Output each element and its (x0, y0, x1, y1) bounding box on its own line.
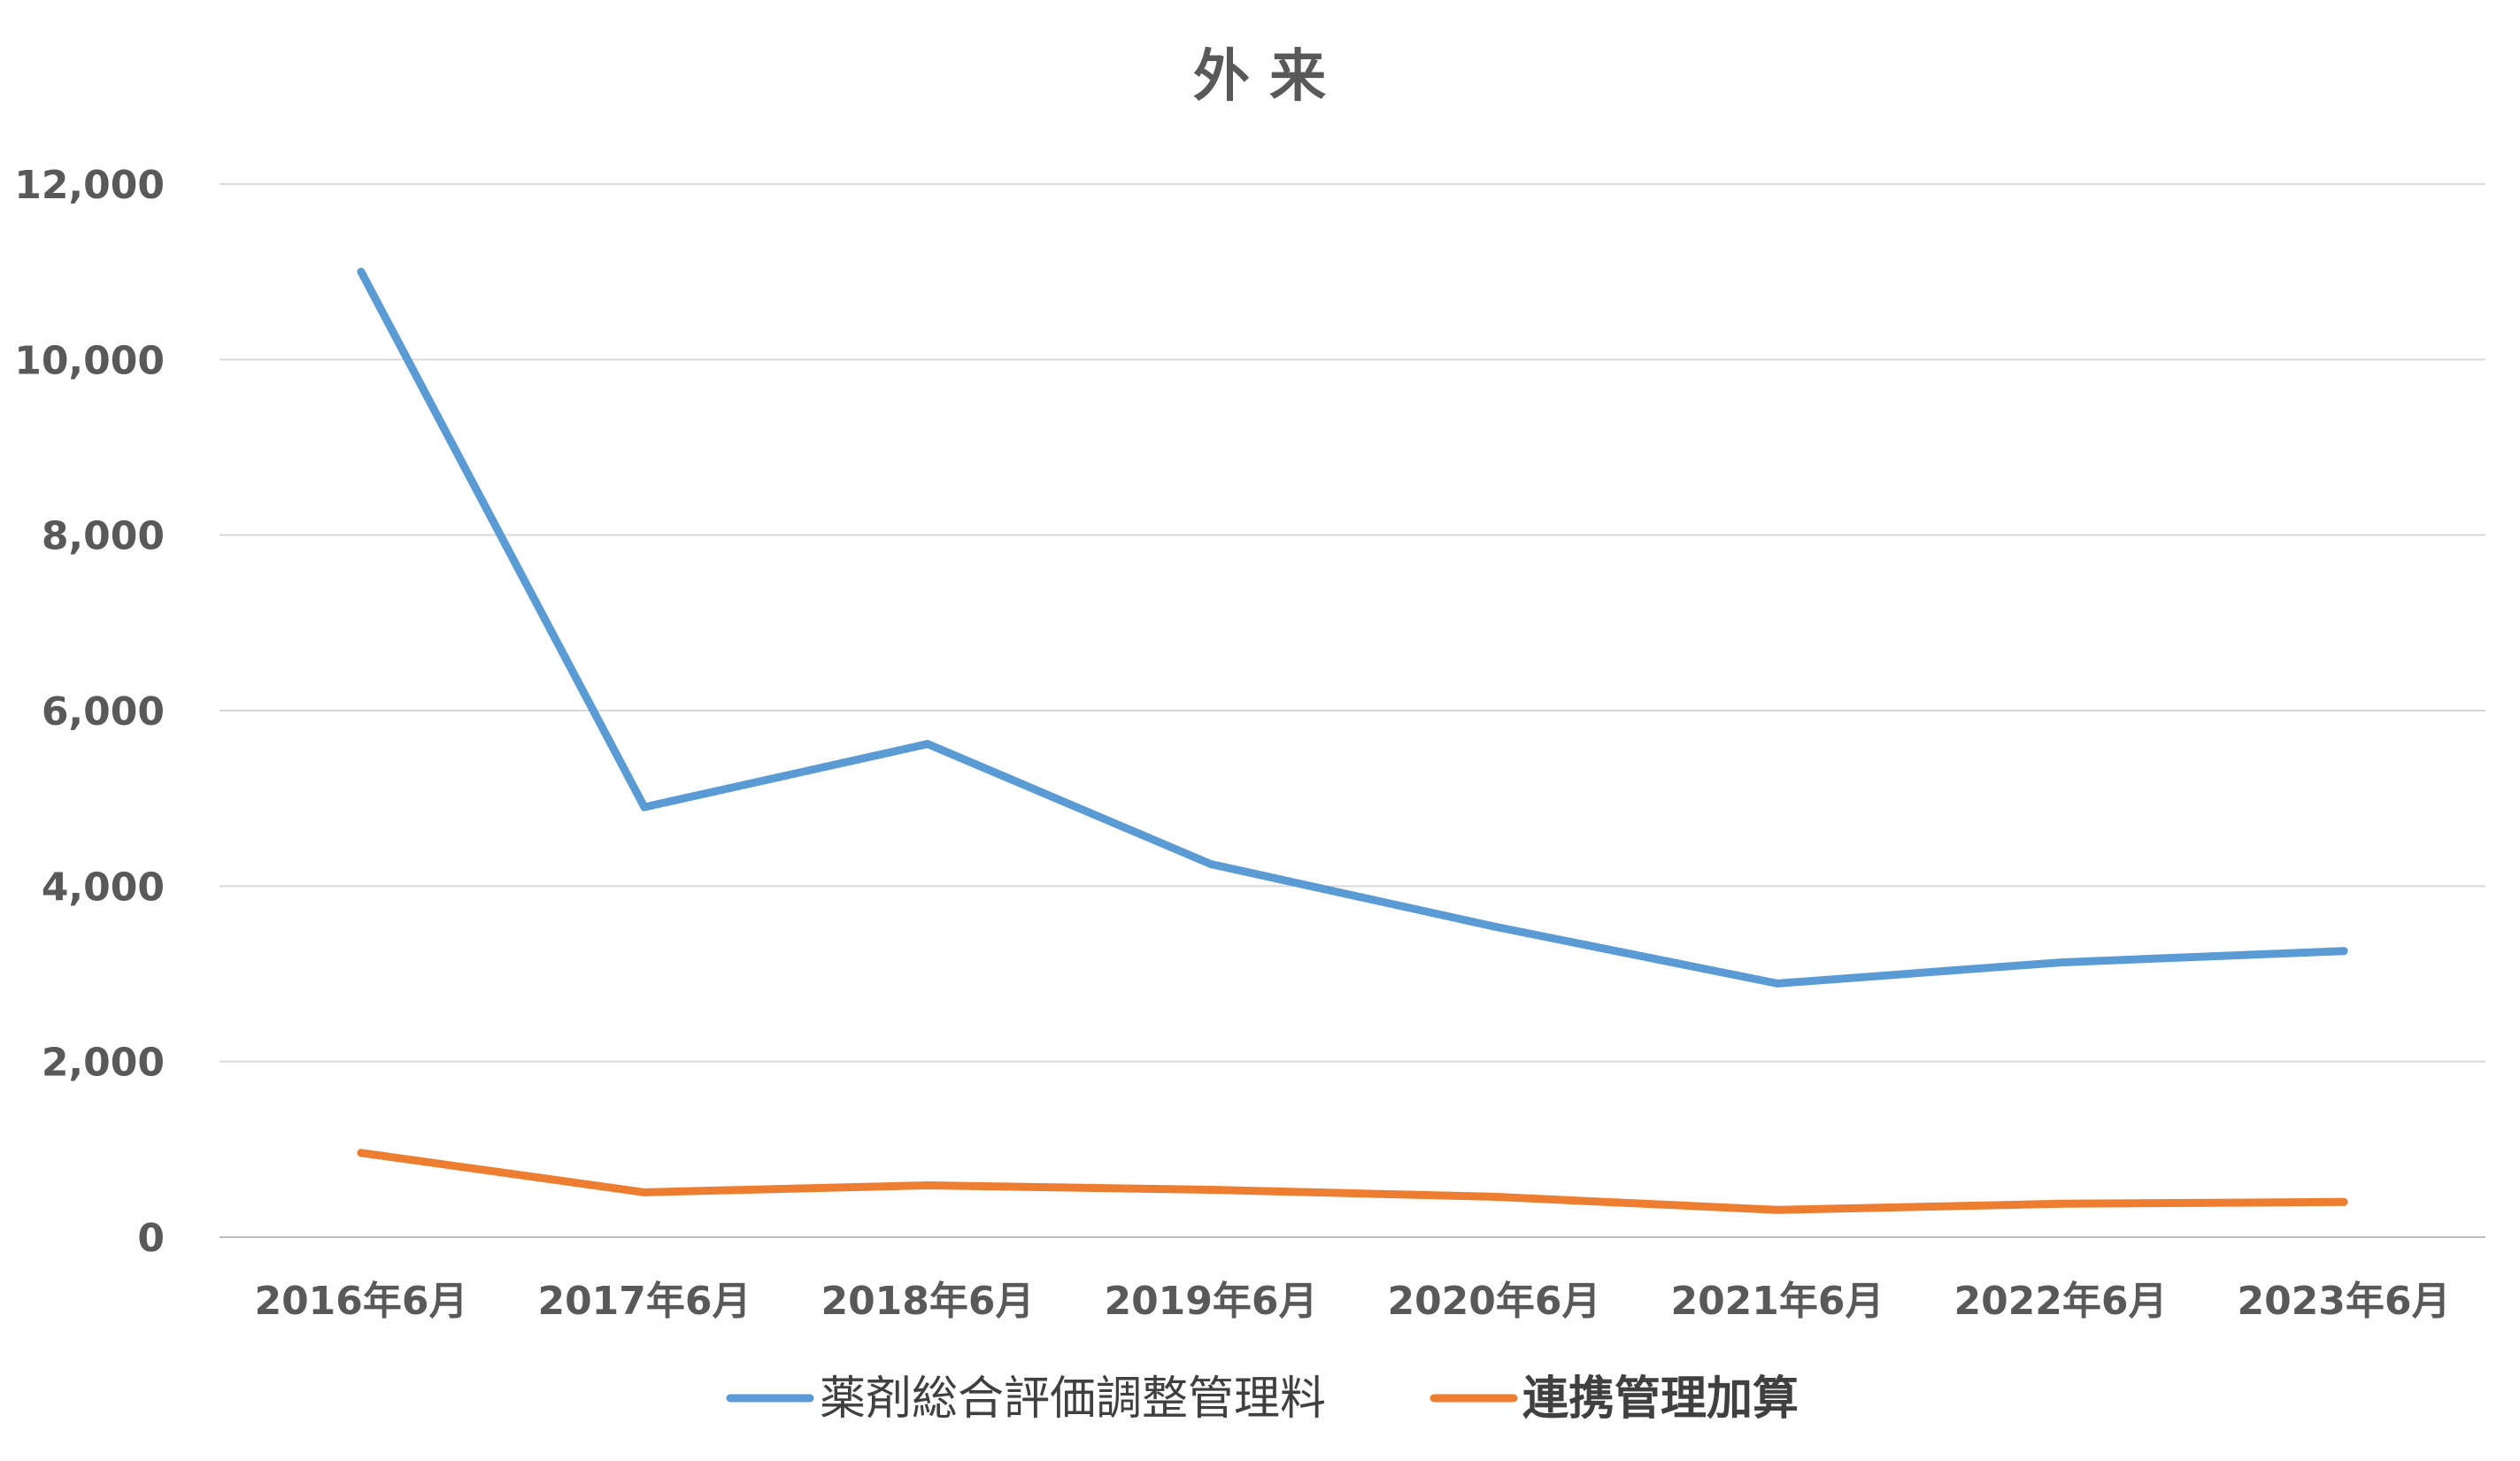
y-tick-label: 2,000 (42, 1041, 165, 1086)
data-point (923, 1180, 932, 1189)
gridlines (220, 183, 2485, 1238)
x-tick-label: 2017年6月 (537, 1279, 751, 1324)
data-point (2339, 947, 2348, 956)
legend-label: 連携管理加算 (1522, 1373, 1799, 1426)
data-point (1773, 979, 1782, 988)
x-tick-label: 2021年6月 (1670, 1279, 1884, 1324)
x-tick-label: 2023年6月 (2237, 1279, 2450, 1324)
data-point (2056, 958, 2065, 967)
data-point (640, 803, 649, 811)
series-line (357, 1149, 2348, 1214)
chart-title: 外 来 (1193, 44, 1326, 110)
data-point (1206, 860, 1215, 869)
series-2 (357, 1149, 2348, 1214)
legend-item: 薬剤総合評価調整管理料 (726, 1373, 1326, 1426)
x-tick-label: 2018年6月 (821, 1279, 1034, 1324)
series-1 (357, 267, 2348, 988)
data-point (357, 1149, 366, 1157)
legend-item: 連携管理加算 (1430, 1373, 1799, 1426)
y-tick-label: 0 (137, 1216, 165, 1261)
data-point (1490, 1192, 1499, 1201)
x-tick-label: 2020年6月 (1387, 1279, 1600, 1324)
y-tick-label: 10,000 (14, 338, 165, 383)
data-point (2339, 1197, 2348, 1206)
y-tick-label: 8,000 (42, 514, 165, 559)
legend: 薬剤総合評価調整管理料 連携管理加算 (726, 1373, 1799, 1426)
y-tick-label: 4,000 (42, 865, 165, 910)
y-axis-ticks: 0 2,000 4,000 6,000 8,000 10,000 12,000 (14, 163, 165, 1261)
data-point (357, 267, 366, 276)
x-axis-ticks: 2016年6月 2017年6月 2018年6月 2019年6月 2020年6月 2021年… (254, 1279, 2450, 1324)
series-line (357, 267, 2348, 988)
data-point (640, 1188, 649, 1196)
y-tick-label: 6,000 (42, 689, 165, 734)
y-tick-label: 12,000 (14, 163, 165, 208)
x-tick-label: 2022年6月 (1954, 1279, 2167, 1324)
x-tick-label: 2016年6月 (254, 1279, 467, 1324)
data-point (1490, 922, 1499, 931)
data-point (1773, 1205, 1782, 1214)
x-tick-label: 2019年6月 (1104, 1279, 1317, 1324)
data-point (1206, 1185, 1215, 1194)
data-point (2056, 1199, 2065, 1208)
data-point (923, 740, 932, 749)
legend-label: 薬剤総合評価調整管理料 (820, 1373, 1326, 1426)
series-lines (357, 267, 2348, 1214)
